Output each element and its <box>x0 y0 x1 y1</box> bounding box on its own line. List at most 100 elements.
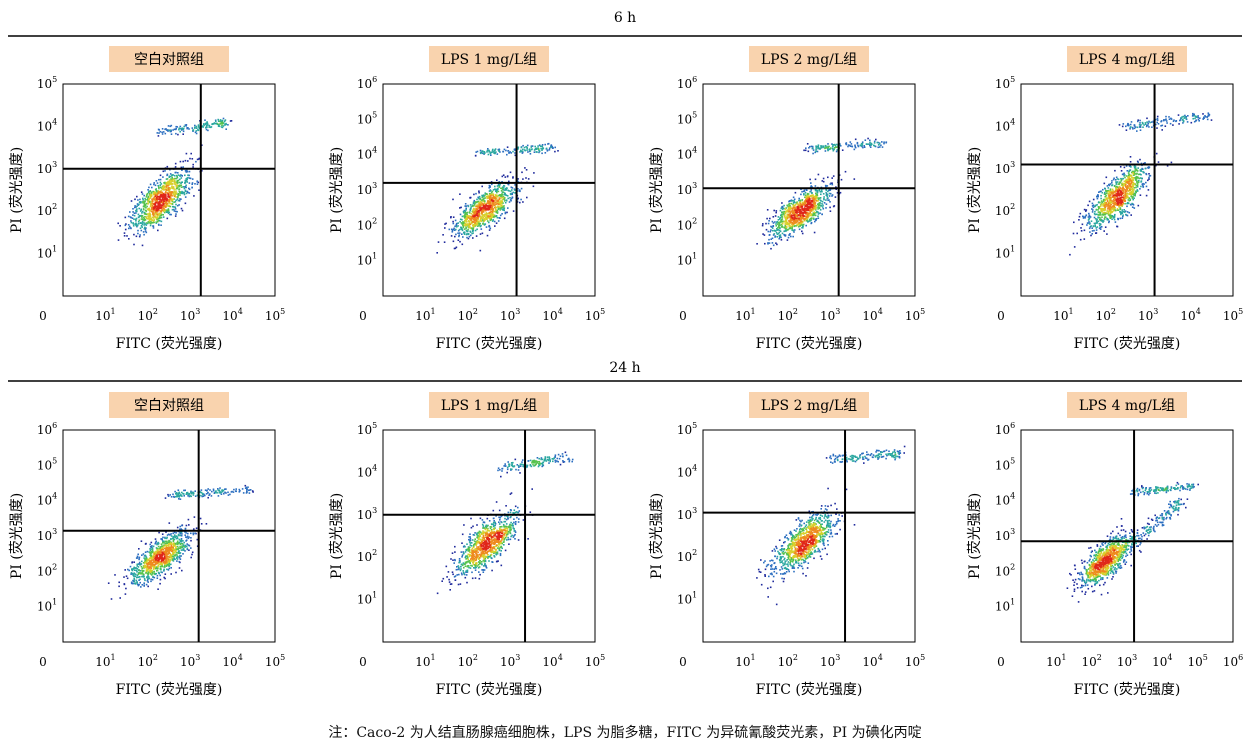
event-point <box>771 227 774 229</box>
event-point <box>457 222 459 224</box>
event-point <box>773 233 775 235</box>
event-point <box>1172 124 1174 126</box>
event-point <box>165 201 167 204</box>
event-point <box>489 207 492 210</box>
event-point <box>800 220 803 223</box>
event-point <box>155 221 157 223</box>
event-point <box>1098 222 1101 225</box>
event-point <box>218 491 221 494</box>
event-point <box>811 192 813 194</box>
event-point <box>781 218 784 220</box>
event-point <box>207 492 209 494</box>
event-point <box>779 221 781 223</box>
event-point <box>194 124 196 127</box>
event-point <box>489 211 492 214</box>
event-point <box>1095 229 1098 231</box>
event-point <box>821 200 824 203</box>
event-point <box>473 205 475 207</box>
event-point <box>1139 129 1142 131</box>
event-point <box>171 195 173 197</box>
event-point <box>512 177 514 179</box>
event-point <box>170 535 173 537</box>
x-tick-label: 102 <box>778 307 798 323</box>
event-point <box>143 575 145 578</box>
event-point <box>176 174 178 177</box>
event-point <box>140 586 142 588</box>
event-point <box>809 220 812 222</box>
event-point <box>179 558 182 560</box>
event-point <box>511 192 513 195</box>
event-point <box>785 216 788 219</box>
event-point <box>492 209 494 211</box>
event-point <box>186 170 189 173</box>
event-point <box>806 218 808 220</box>
event-point <box>184 182 186 184</box>
event-point <box>495 199 497 201</box>
event-point <box>165 186 168 188</box>
event-point <box>864 139 867 141</box>
event-point <box>501 198 504 201</box>
event-point <box>451 231 454 233</box>
event-point <box>797 225 800 228</box>
event-point <box>826 147 829 150</box>
event-point <box>466 211 469 214</box>
event-point <box>204 123 207 126</box>
event-point <box>1092 209 1094 211</box>
event-point <box>146 222 149 225</box>
event-point <box>1168 116 1170 118</box>
event-point <box>133 233 135 236</box>
event-point <box>780 221 783 223</box>
event-point <box>162 176 164 178</box>
event-point <box>124 593 127 595</box>
event-point <box>156 182 159 184</box>
event-point <box>520 198 522 201</box>
event-point <box>135 206 137 208</box>
event-point <box>487 207 489 210</box>
event-point <box>156 198 158 200</box>
event-point <box>164 537 166 540</box>
event-point <box>132 214 134 216</box>
event-point <box>481 210 484 212</box>
event-point <box>807 215 809 218</box>
event-point <box>538 151 540 154</box>
event-point <box>487 200 489 202</box>
event-point <box>839 191 842 194</box>
event-point <box>1116 193 1119 195</box>
event-point <box>179 534 181 537</box>
event-point <box>472 215 474 218</box>
event-point <box>139 578 141 581</box>
event-point <box>179 498 182 500</box>
event-point <box>1104 206 1107 209</box>
event-point <box>791 226 794 228</box>
event-point <box>159 582 161 585</box>
event-point <box>165 191 167 193</box>
event-point <box>201 125 204 127</box>
event-point <box>141 218 144 220</box>
event-point <box>812 209 815 211</box>
event-point <box>1085 214 1088 216</box>
event-point <box>160 224 162 226</box>
event-point <box>143 233 145 236</box>
event-point <box>490 190 492 192</box>
event-point <box>781 208 784 211</box>
event-point <box>185 539 188 541</box>
event-point <box>185 192 188 195</box>
event-point <box>499 204 501 206</box>
event-point <box>1104 191 1106 194</box>
event-point <box>481 185 483 188</box>
event-point <box>472 237 474 239</box>
event-point <box>469 217 472 220</box>
event-point <box>501 204 503 206</box>
event-point <box>149 205 152 208</box>
event-point <box>487 213 489 215</box>
event-point <box>1123 183 1125 185</box>
event-point <box>175 125 177 128</box>
event-point <box>1121 182 1124 185</box>
event-point <box>1178 123 1180 125</box>
event-point <box>161 191 164 194</box>
event-point <box>138 548 140 550</box>
event-point <box>817 217 820 219</box>
event-point <box>810 185 813 187</box>
event-point <box>1096 197 1099 200</box>
